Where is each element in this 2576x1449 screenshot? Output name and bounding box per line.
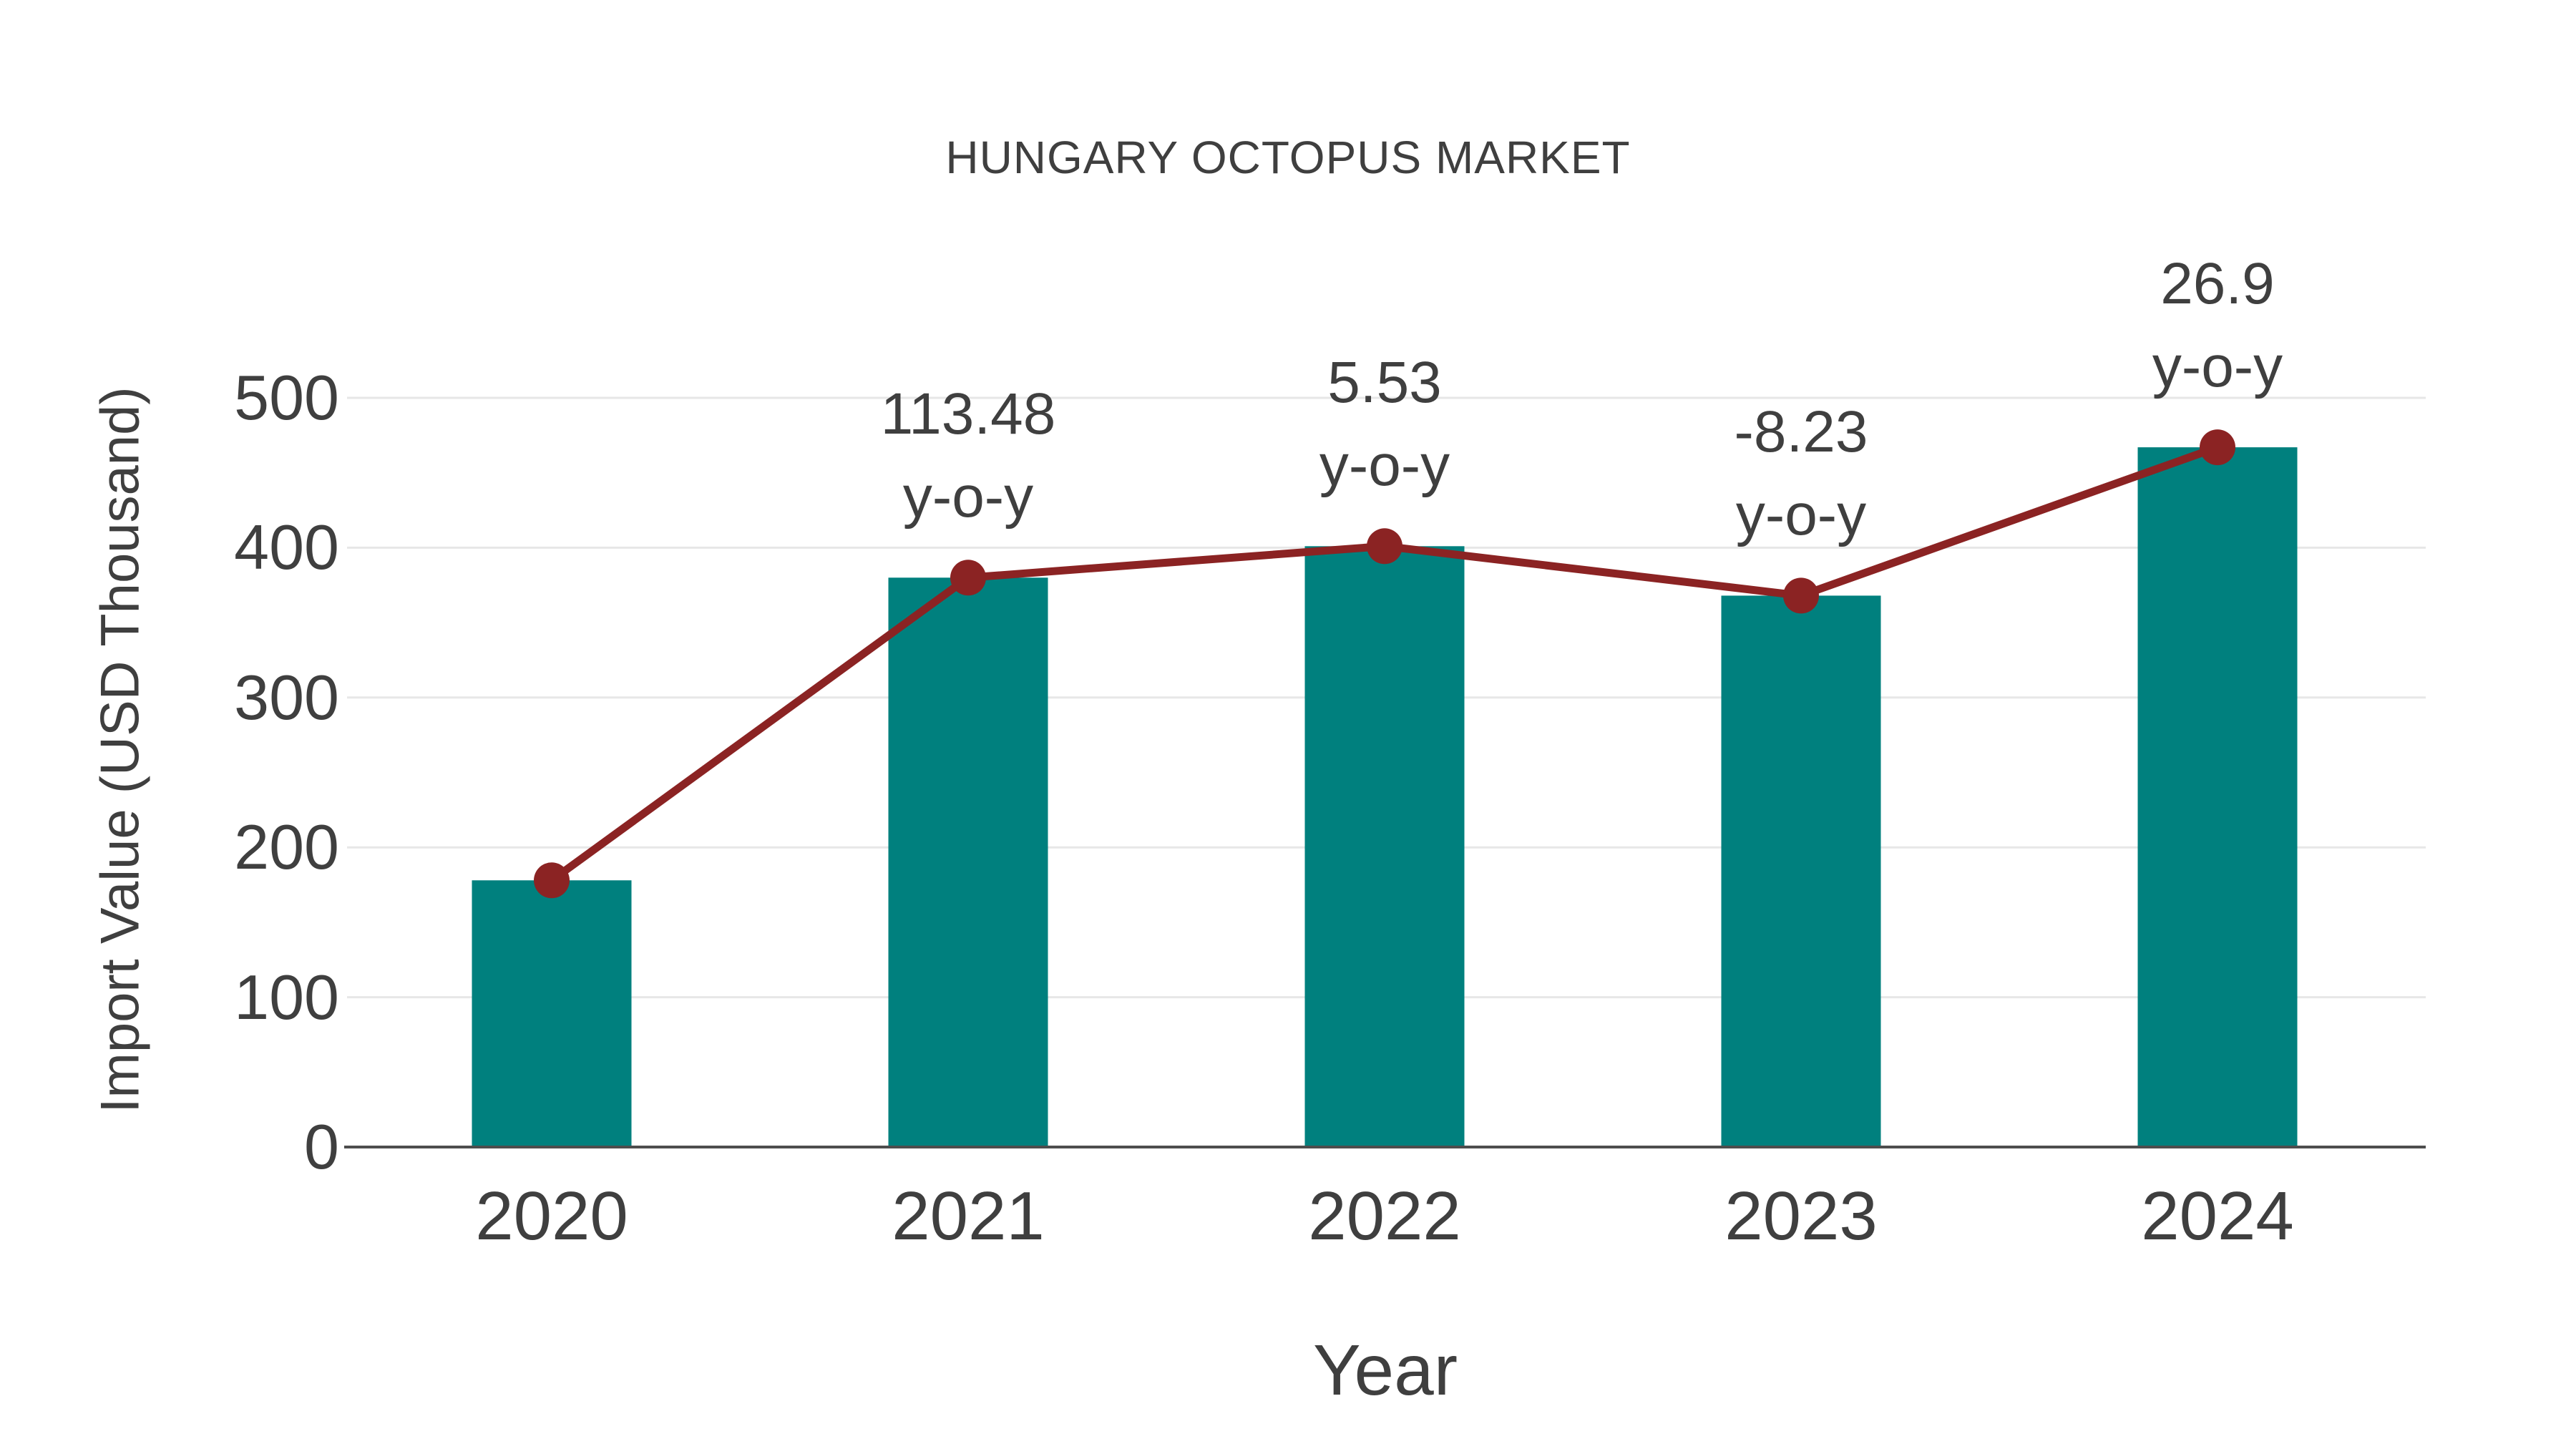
x-tick-2020: 2020 bbox=[475, 1178, 628, 1254]
annotation-2022-suffix: y-o-y bbox=[1319, 433, 1450, 499]
bar-2023 bbox=[1721, 595, 1881, 1147]
y-tick-200: 200 bbox=[234, 811, 339, 883]
marker-2023 bbox=[1783, 577, 1819, 614]
x-tick-2024: 2024 bbox=[2141, 1178, 2294, 1254]
y-tick-0: 0 bbox=[304, 1111, 339, 1182]
x-tick-2021: 2021 bbox=[892, 1178, 1045, 1254]
marker-2022 bbox=[1367, 528, 1402, 565]
y-tick-400: 400 bbox=[234, 512, 339, 583]
bar-2020 bbox=[472, 880, 632, 1147]
annotation-2021-suffix: y-o-y bbox=[902, 464, 1034, 530]
x-tick-2023: 2023 bbox=[1724, 1178, 1878, 1254]
marker-2024 bbox=[2200, 429, 2235, 466]
x-axis-label: Year bbox=[1312, 1330, 1458, 1410]
annotation-2024-value: 26.9 bbox=[2160, 251, 2275, 317]
marker-2021 bbox=[950, 560, 986, 596]
bar-2022 bbox=[1304, 546, 1465, 1147]
annotation-2023-value: -8.23 bbox=[1734, 399, 1868, 465]
annotation-2022-value: 5.53 bbox=[1327, 350, 1442, 416]
marker-2020 bbox=[534, 862, 570, 899]
annotation-2024-suffix: y-o-y bbox=[2152, 334, 2283, 400]
y-tick-300: 300 bbox=[234, 661, 339, 733]
annotation-2023-suffix: y-o-y bbox=[1735, 482, 1867, 548]
bar-2021 bbox=[888, 577, 1048, 1147]
y-tick-100: 100 bbox=[234, 961, 339, 1033]
y-tick-500: 500 bbox=[234, 362, 339, 433]
x-tick-2022: 2022 bbox=[1308, 1178, 1461, 1254]
chart-title: HUNGARY OCTOPUS MARKET bbox=[945, 132, 1631, 183]
annotation-2021-value: 113.48 bbox=[880, 381, 1056, 447]
bar-2024 bbox=[2137, 447, 2298, 1147]
